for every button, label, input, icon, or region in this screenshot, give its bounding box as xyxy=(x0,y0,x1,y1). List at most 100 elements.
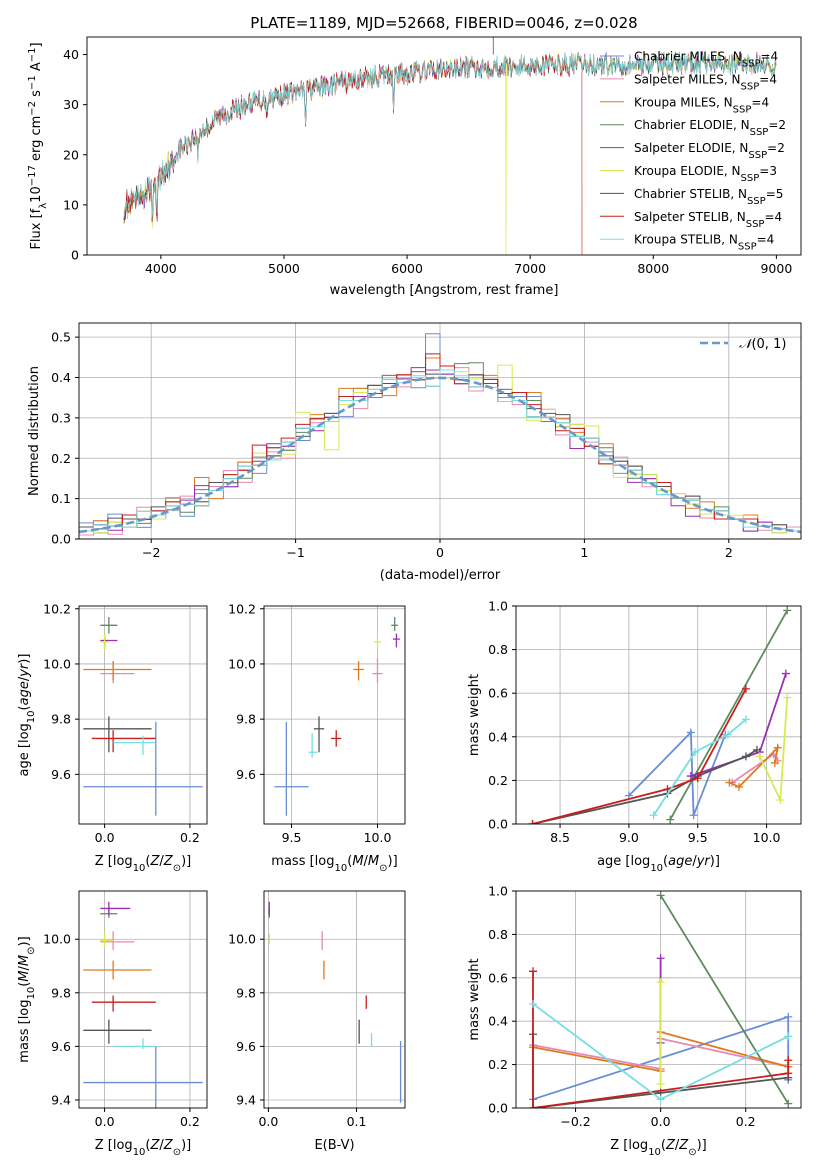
data-point xyxy=(313,716,325,753)
legend-label: Kroupa ELODIE, N xyxy=(634,164,741,178)
y-tick-label: 0.3 xyxy=(51,410,71,425)
label-part: / xyxy=(159,854,164,869)
data-point xyxy=(83,960,152,980)
spectrum-line xyxy=(123,51,777,219)
weight-marker xyxy=(693,774,702,783)
weight-lines xyxy=(528,606,792,824)
label-part: (0, 1) xyxy=(751,337,786,352)
label-part: Z xyxy=(665,1138,676,1153)
x-tick-label: 2 xyxy=(725,545,733,560)
data-point xyxy=(100,617,118,634)
label-part: ⊙ xyxy=(173,863,181,874)
label-part: ] xyxy=(29,42,44,47)
weight-marker xyxy=(690,748,699,757)
label-part: Z xyxy=(163,854,174,869)
axes-frame xyxy=(86,36,802,256)
label-part: ( xyxy=(145,854,150,869)
weight-marker xyxy=(755,752,764,761)
weight-marker xyxy=(784,1056,793,1065)
label-part: ⊙ xyxy=(26,946,37,954)
label-part: )] xyxy=(181,854,191,869)
legend-label: Salpeter MILES, N xyxy=(634,72,741,86)
age-vs-z-panel: 0.0 0.29.69.810.010.2Z [log10(Z/Z⊙)]age [… xyxy=(17,601,208,874)
label-part: M xyxy=(368,854,379,869)
x-tick-label: 6000 xyxy=(391,261,423,276)
legend-entry: Chabrier STELIB, NSSP=5 xyxy=(634,187,783,207)
x-tick-label: 9.0 xyxy=(619,830,639,845)
label-part: Z xyxy=(678,1138,689,1153)
axes-frame xyxy=(263,605,406,825)
weight-marker xyxy=(724,730,733,739)
data-point xyxy=(83,721,203,816)
data-point xyxy=(331,730,342,747)
label-part: SSP xyxy=(741,81,760,92)
legend-n: 3 xyxy=(769,164,777,178)
weight-series xyxy=(532,749,758,824)
weight-marker xyxy=(784,1069,793,1078)
label-part: SSP xyxy=(746,218,765,229)
label-part: )] xyxy=(17,654,32,664)
y-tick-label: 10.2 xyxy=(228,601,256,616)
x-tick-label: 0.2 xyxy=(180,1114,200,1129)
data-point xyxy=(100,661,135,684)
x-axis-label: mass [log10(M/M⊙)] xyxy=(271,854,397,874)
histograms xyxy=(79,333,801,539)
label-part: ( xyxy=(145,1138,150,1153)
label-part: = xyxy=(757,233,767,247)
x-tick-label: 0 xyxy=(436,545,444,560)
label-part: = xyxy=(767,141,777,155)
y-axis-label: age [log10(age/yr)] xyxy=(17,654,37,777)
y-tick-label: 9.8 xyxy=(236,712,256,727)
y-tick-label: 0.4 xyxy=(488,1014,508,1029)
data-point xyxy=(83,661,152,681)
data-point xyxy=(100,901,131,916)
legend-label: Chabrier STELIB, N xyxy=(634,187,747,201)
y-axis-label: mass weight xyxy=(467,674,482,756)
weight-series xyxy=(532,688,747,824)
label-part: ( xyxy=(347,854,352,869)
label-part: yr xyxy=(696,854,712,869)
label-part: s xyxy=(29,90,44,101)
label-part: Flux [f xyxy=(29,208,44,249)
y-axis-label: Normed distribution xyxy=(27,366,42,496)
legend-label: Chabrier ELODIE, N xyxy=(634,118,750,132)
weight-marker xyxy=(735,782,744,791)
weight-marker xyxy=(656,954,665,963)
legend-label: Kroupa MILES, N xyxy=(634,95,733,109)
x-axis-label: Z [log10(Z/Z⊙)] xyxy=(610,1138,707,1158)
weight-marker xyxy=(784,1032,793,1041)
label-part: M xyxy=(17,970,32,981)
legend-label: Kroupa STELIB, N xyxy=(634,233,738,247)
data-point xyxy=(100,633,118,648)
weight-series xyxy=(628,730,727,816)
y-tick-label: 9.8 xyxy=(236,985,256,1000)
residuals-panel: −2 −1 0 1 2 0.0 0.1 0.2 0.3 0.4 0.5 (data-model)/er… xyxy=(27,322,802,583)
x-axis-label: E(B-V) xyxy=(314,1138,354,1153)
y-tick-label: 9.6 xyxy=(51,767,71,782)
label-part: = xyxy=(759,72,769,86)
axes-frame xyxy=(78,605,208,825)
error-bars xyxy=(83,901,203,1108)
x-tick-label: 0.0 xyxy=(651,1114,671,1129)
weight-marker xyxy=(529,967,538,976)
label-part: ⊙ xyxy=(173,1147,181,1158)
x-tick-label: −0.2 xyxy=(560,1114,590,1129)
label-part: / xyxy=(17,676,32,681)
legend-n: 4 xyxy=(771,50,779,64)
weight-series xyxy=(659,894,789,1105)
axes-frame xyxy=(78,890,208,1109)
y-tick-label: 0.0 xyxy=(51,532,71,547)
axes-frame xyxy=(515,605,802,825)
weight-marker xyxy=(752,745,761,754)
label-part: ( xyxy=(661,1138,666,1153)
y-tick-label: 30 xyxy=(63,97,79,112)
y-tick-label: 9.6 xyxy=(236,767,256,782)
y-tick-label: 0 xyxy=(71,248,79,263)
label-part: age xyxy=(17,681,32,705)
label-part: SSP xyxy=(742,58,761,69)
legend-n: 4 xyxy=(761,95,769,109)
x-axis-label: wavelength [Angstrom, rest frame] xyxy=(330,283,559,298)
data-point xyxy=(274,721,309,816)
label-part: SSP xyxy=(733,104,752,115)
